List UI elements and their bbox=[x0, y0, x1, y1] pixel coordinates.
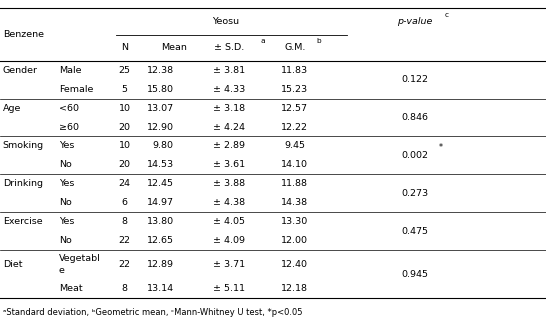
Text: ± 3.71: ± 3.71 bbox=[213, 260, 245, 269]
Text: Male: Male bbox=[59, 66, 81, 75]
Text: Smoking: Smoking bbox=[3, 141, 44, 150]
Text: 9.45: 9.45 bbox=[284, 141, 305, 150]
Text: 12.45: 12.45 bbox=[147, 179, 174, 188]
Text: <60: <60 bbox=[59, 104, 79, 113]
Text: 6: 6 bbox=[122, 198, 127, 207]
Text: 12.90: 12.90 bbox=[147, 123, 174, 132]
Text: Benzene: Benzene bbox=[3, 30, 44, 39]
Text: Drinking: Drinking bbox=[3, 179, 43, 188]
Text: N: N bbox=[121, 44, 128, 52]
Text: 22: 22 bbox=[118, 236, 130, 245]
Text: ± 3.61: ± 3.61 bbox=[213, 160, 245, 169]
Text: 14.53: 14.53 bbox=[146, 160, 174, 169]
Text: 12.57: 12.57 bbox=[281, 104, 308, 113]
Text: 12.40: 12.40 bbox=[281, 260, 308, 269]
Text: 5: 5 bbox=[122, 85, 127, 94]
Text: Vegetabl: Vegetabl bbox=[59, 254, 100, 263]
Text: 10: 10 bbox=[118, 141, 130, 150]
Text: 12.89: 12.89 bbox=[147, 260, 174, 269]
Text: 14.38: 14.38 bbox=[281, 198, 308, 207]
Text: 15.80: 15.80 bbox=[147, 85, 174, 94]
Text: 0.846: 0.846 bbox=[401, 113, 429, 122]
Text: 12.18: 12.18 bbox=[281, 284, 308, 293]
Text: ± 5.11: ± 5.11 bbox=[213, 284, 245, 293]
Text: Exercise: Exercise bbox=[3, 217, 43, 226]
Text: Female: Female bbox=[59, 85, 93, 94]
Text: 25: 25 bbox=[118, 66, 130, 75]
Text: Yes: Yes bbox=[59, 141, 74, 150]
Text: c: c bbox=[445, 12, 449, 18]
Text: 8: 8 bbox=[122, 284, 127, 293]
Text: 14.10: 14.10 bbox=[281, 160, 308, 169]
Text: No: No bbox=[59, 236, 72, 245]
Text: ± 2.89: ± 2.89 bbox=[213, 141, 245, 150]
Text: ± 4.38: ± 4.38 bbox=[213, 198, 245, 207]
Text: 24: 24 bbox=[118, 179, 130, 188]
Text: 12.00: 12.00 bbox=[281, 236, 308, 245]
Text: e: e bbox=[59, 266, 65, 275]
Text: b: b bbox=[317, 38, 321, 44]
Text: Age: Age bbox=[3, 104, 21, 113]
Text: 0.002: 0.002 bbox=[401, 151, 429, 160]
Text: 11.88: 11.88 bbox=[281, 179, 308, 188]
Text: No: No bbox=[59, 160, 72, 169]
Text: ≥60: ≥60 bbox=[59, 123, 79, 132]
Text: ± 4.24: ± 4.24 bbox=[213, 123, 245, 132]
Text: ᵃStandard deviation, ᵇGeometric mean, ᶜMann-Whitney U test, *p<0.05: ᵃStandard deviation, ᵇGeometric mean, ᶜM… bbox=[3, 308, 302, 317]
Text: 20: 20 bbox=[118, 123, 130, 132]
Text: ± 3.81: ± 3.81 bbox=[213, 66, 245, 75]
Text: 10: 10 bbox=[118, 104, 130, 113]
Text: ± 4.33: ± 4.33 bbox=[213, 85, 246, 94]
Text: No: No bbox=[59, 198, 72, 207]
Text: a: a bbox=[261, 38, 265, 44]
Text: ± 4.05: ± 4.05 bbox=[213, 217, 245, 226]
Text: ± 3.18: ± 3.18 bbox=[213, 104, 245, 113]
Text: 20: 20 bbox=[118, 160, 130, 169]
Text: p-value: p-value bbox=[397, 17, 432, 26]
Text: 14.97: 14.97 bbox=[147, 198, 174, 207]
Text: G.M.: G.M. bbox=[284, 44, 306, 52]
Text: 0.273: 0.273 bbox=[401, 189, 429, 198]
Text: 12.38: 12.38 bbox=[146, 66, 174, 75]
Text: *: * bbox=[438, 143, 442, 152]
Text: 12.65: 12.65 bbox=[147, 236, 174, 245]
Text: ± 3.88: ± 3.88 bbox=[213, 179, 245, 188]
Text: Yes: Yes bbox=[59, 179, 74, 188]
Text: 22: 22 bbox=[118, 260, 130, 269]
Text: 13.14: 13.14 bbox=[146, 284, 174, 293]
Text: Yeosu: Yeosu bbox=[212, 17, 240, 26]
Text: 13.30: 13.30 bbox=[281, 217, 308, 226]
Text: Mean: Mean bbox=[161, 44, 187, 52]
Text: 13.80: 13.80 bbox=[146, 217, 174, 226]
Text: 0.122: 0.122 bbox=[401, 75, 429, 84]
Text: 12.22: 12.22 bbox=[281, 123, 308, 132]
Text: ± 4.09: ± 4.09 bbox=[213, 236, 245, 245]
Text: Yes: Yes bbox=[59, 217, 74, 226]
Text: 13.07: 13.07 bbox=[146, 104, 174, 113]
Text: Gender: Gender bbox=[3, 66, 38, 75]
Text: 9.80: 9.80 bbox=[153, 141, 174, 150]
Text: Diet: Diet bbox=[3, 260, 22, 269]
Text: Meat: Meat bbox=[59, 284, 82, 293]
Text: ± S.D.: ± S.D. bbox=[214, 44, 245, 52]
Text: 8: 8 bbox=[122, 217, 127, 226]
Text: 11.83: 11.83 bbox=[281, 66, 308, 75]
Text: 0.475: 0.475 bbox=[401, 227, 429, 236]
Text: 0.945: 0.945 bbox=[401, 270, 429, 279]
Text: 15.23: 15.23 bbox=[281, 85, 308, 94]
